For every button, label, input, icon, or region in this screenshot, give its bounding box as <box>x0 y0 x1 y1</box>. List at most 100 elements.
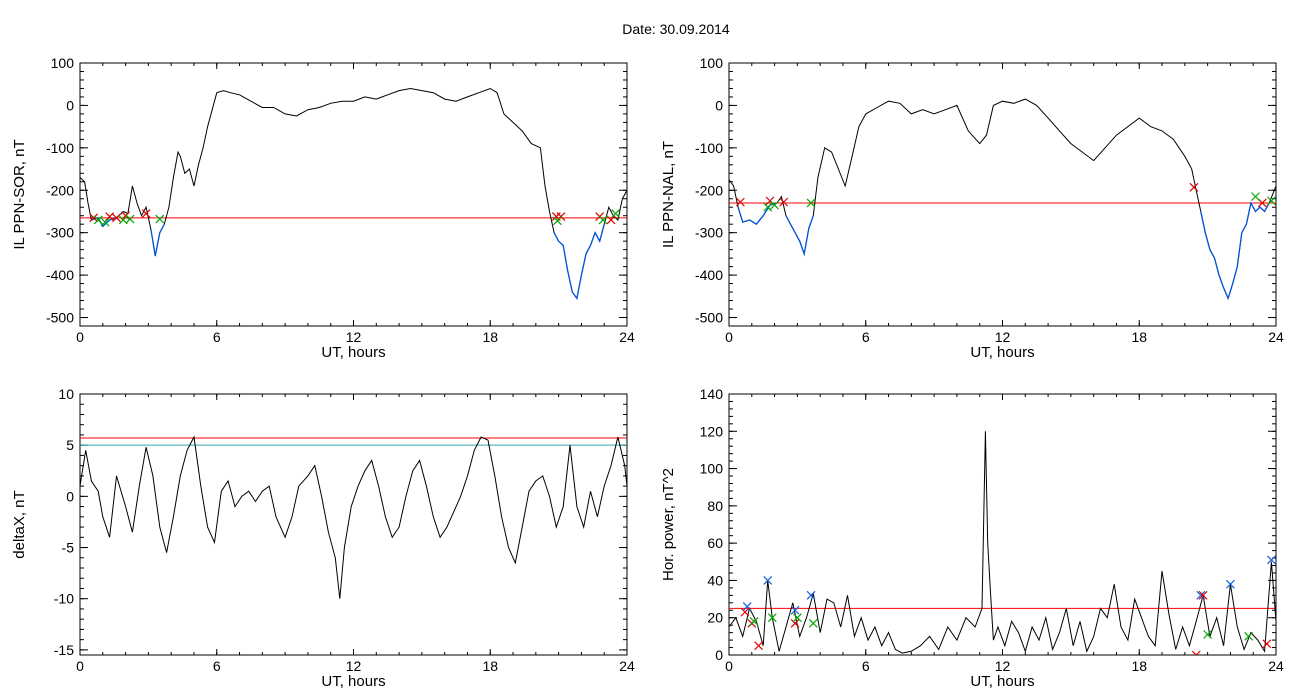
x-tick-label: 18 <box>482 329 498 345</box>
x-axis-label: UT, hours <box>321 673 385 690</box>
y-tick-label: -500 <box>46 310 74 326</box>
axes-frame <box>79 393 628 656</box>
marker-stroke <box>89 213 99 223</box>
marker-red <box>89 213 99 223</box>
y-tick-label: 80 <box>707 498 723 514</box>
marker-red <box>121 211 131 221</box>
marker-stroke <box>1225 579 1235 589</box>
y-tick-label: 60 <box>707 535 723 551</box>
y-tick-label: -200 <box>695 182 723 198</box>
plot-area <box>80 87 627 300</box>
plot-area <box>80 435 627 599</box>
marker-stroke <box>1244 631 1254 641</box>
marker-red <box>779 197 789 207</box>
marker-stroke <box>740 607 750 617</box>
y-axis-label: IL PPN-SOR, nT <box>11 139 28 249</box>
marker-stroke <box>808 618 818 628</box>
chart-panel-4: 0 6 12 18 24 0 20 40 60 80 100 120 140 UT, hours Hor. … <box>660 386 1284 690</box>
y-tick-label: -10 <box>54 591 74 607</box>
marker-stroke <box>598 215 608 225</box>
marker-stroke <box>125 214 135 224</box>
marker-stroke <box>790 605 800 615</box>
y-tick-label: 100 <box>700 461 724 477</box>
marker-green <box>125 214 135 224</box>
x-tick-label: 24 <box>1268 658 1284 674</box>
x-tick-label: 18 <box>1131 329 1147 345</box>
marker-green <box>767 613 777 623</box>
axes-frame <box>79 62 628 327</box>
marker-green <box>598 215 608 225</box>
y-tick-label: -500 <box>695 310 723 326</box>
y-tick-label: -400 <box>46 267 74 283</box>
marker-red <box>754 641 764 651</box>
series-below-threshold <box>150 223 165 257</box>
x-axis-label: UT, hours <box>321 344 385 361</box>
marker-blue <box>763 576 773 585</box>
series-line <box>729 431 1276 654</box>
marker-stroke <box>1257 198 1267 208</box>
marker-red <box>1189 182 1199 192</box>
marker-stroke <box>763 576 773 585</box>
marker-red <box>735 197 745 207</box>
marker-stroke <box>93 215 103 225</box>
x-tick-label: 12 <box>346 329 362 345</box>
x-tick-label: 12 <box>995 329 1011 345</box>
chart-panel-2: 0 6 12 18 24 -500 -400 -300 -200 -100 0 100 UT, hour… <box>660 55 1284 361</box>
marker-stroke <box>1251 192 1260 202</box>
marker-red <box>1262 639 1272 649</box>
y-tick-label: 0 <box>715 97 723 113</box>
chart-panel-1: 0 6 12 18 24 -500 -400 -300 -200 -100 0 100 UT, hour… <box>11 55 635 361</box>
marker-blue <box>806 590 816 600</box>
plot-area <box>729 98 1276 301</box>
marker-blue <box>742 602 752 611</box>
marker-stroke <box>749 617 759 626</box>
marker-stroke <box>806 198 816 208</box>
marker-green <box>553 216 562 226</box>
marker-red <box>606 215 616 225</box>
y-tick-label: 0 <box>66 97 74 113</box>
plot-area <box>729 431 1276 655</box>
marker-green <box>1251 192 1260 202</box>
y-tick-label: -400 <box>695 267 723 283</box>
x-tick-label: 18 <box>1131 658 1147 674</box>
y-tick-label: 140 <box>700 386 724 402</box>
y-tick-label: 100 <box>700 55 724 71</box>
marker-stroke <box>553 216 562 226</box>
y-tick-label: 40 <box>707 572 723 588</box>
marker-stroke <box>100 217 110 227</box>
marker-green <box>611 209 621 219</box>
marker-stroke <box>806 590 816 600</box>
y-tick-label: -15 <box>54 642 74 658</box>
marker-green <box>1267 196 1276 206</box>
marker-green <box>792 613 802 623</box>
y-axis-label: IL PPN-NAL, nT <box>660 141 677 248</box>
y-tick-label: 20 <box>707 610 723 626</box>
x-tick-label: 24 <box>619 329 635 345</box>
marker-stroke <box>767 613 777 623</box>
marker-stroke <box>1189 182 1199 192</box>
marker-stroke <box>611 209 621 219</box>
marker-stroke <box>1267 555 1276 565</box>
marker-stroke <box>754 641 764 651</box>
y-tick-label: 10 <box>58 386 74 402</box>
x-tick-label: 24 <box>619 658 635 674</box>
x-tick-label: 6 <box>213 329 221 345</box>
x-tick-label: 18 <box>482 658 498 674</box>
y-tick-label: -200 <box>46 182 74 198</box>
marker-blue <box>1196 590 1206 600</box>
marker-stroke <box>1203 630 1213 639</box>
y-axis-label: deltaX, nT <box>11 490 28 558</box>
axes-frame <box>728 62 1277 327</box>
x-tick-label: 6 <box>862 329 870 345</box>
marker-stroke <box>141 209 151 219</box>
marker-stroke <box>1198 590 1208 600</box>
marker-green <box>100 217 110 227</box>
marker-stroke <box>792 613 802 623</box>
x-tick-label: 24 <box>1268 329 1284 345</box>
marker-green <box>763 202 773 212</box>
marker-stroke <box>118 215 128 225</box>
marker-green <box>1244 631 1254 641</box>
x-tick-label: 6 <box>213 658 221 674</box>
marker-green <box>749 617 759 626</box>
chart-panel-3: 0 6 12 18 24 -15 -10 -5 0 5 10 UT, hours deltaX, nT <box>11 386 635 690</box>
